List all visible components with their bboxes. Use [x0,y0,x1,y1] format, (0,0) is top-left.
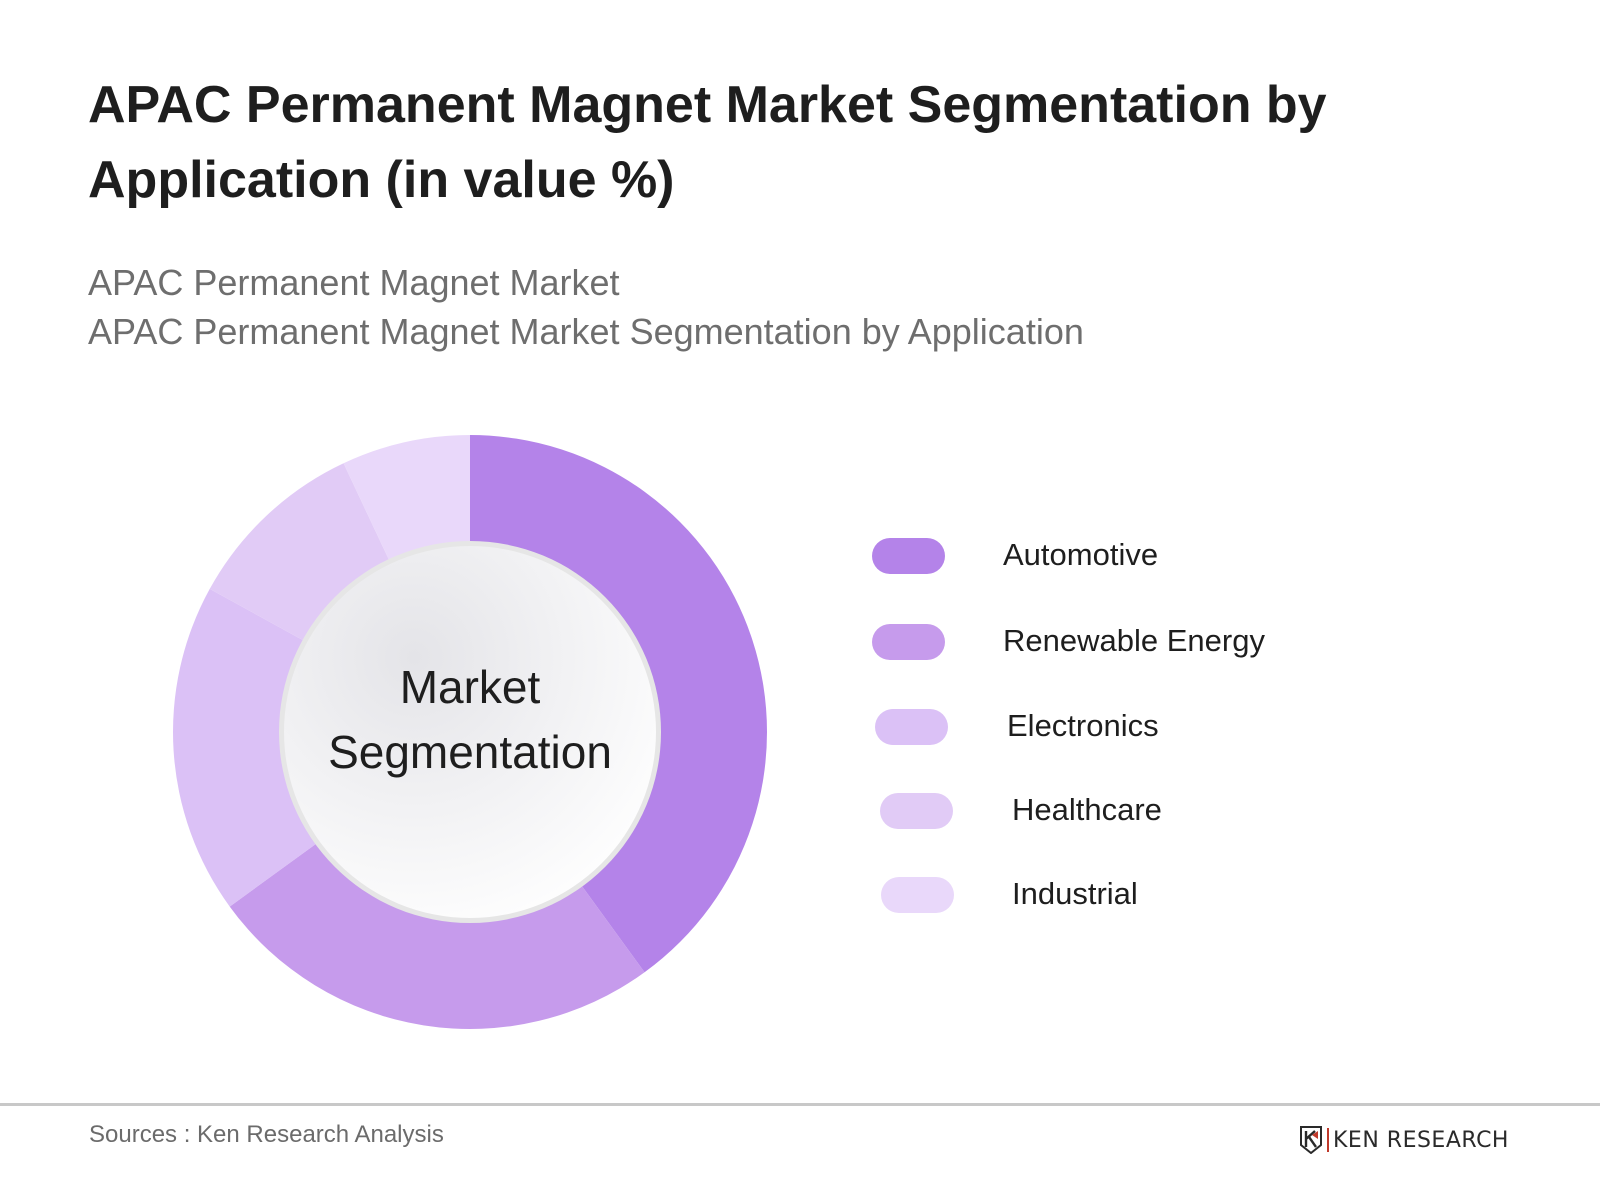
ken-research-logo-icon [1300,1126,1322,1154]
legend-swatch [880,793,953,829]
chart-title: APAC Permanent Magnet Market Segmentatio… [88,76,1327,209]
legend-label: Automotive [1003,537,1159,572]
legend-swatch [872,538,945,574]
center-label-line-2: Segmentation [328,726,612,778]
donut-center-label: Market Segmentation [280,655,660,785]
legend-label: Industrial [1012,876,1138,911]
center-label-line-1: Market [399,661,541,713]
subtitle-line-1: APAC Permanent Magnet Market [88,262,620,303]
subtitle-line-2: APAC Permanent Magnet Market Segmentatio… [88,311,1084,352]
legend-swatch [872,624,945,660]
sources-note: Sources : Ken Research Analysis [89,1121,444,1148]
legend-swatch [875,709,948,745]
logo-separator [1327,1128,1329,1152]
ken-research-logo: KEN RESEARCH [1300,1124,1509,1156]
legend-label: Healthcare [1012,792,1162,827]
logo-text: KEN RESEARCH [1333,1127,1509,1153]
legend-label: Electronics [1007,708,1159,743]
donut-hole [284,546,656,918]
footer-divider [0,1103,1600,1106]
legend-swatch [881,877,954,913]
chart-subtitle: APAC Permanent Magnet Market APAC Perman… [88,258,1084,356]
legend-label: Renewable Energy [1003,623,1265,658]
